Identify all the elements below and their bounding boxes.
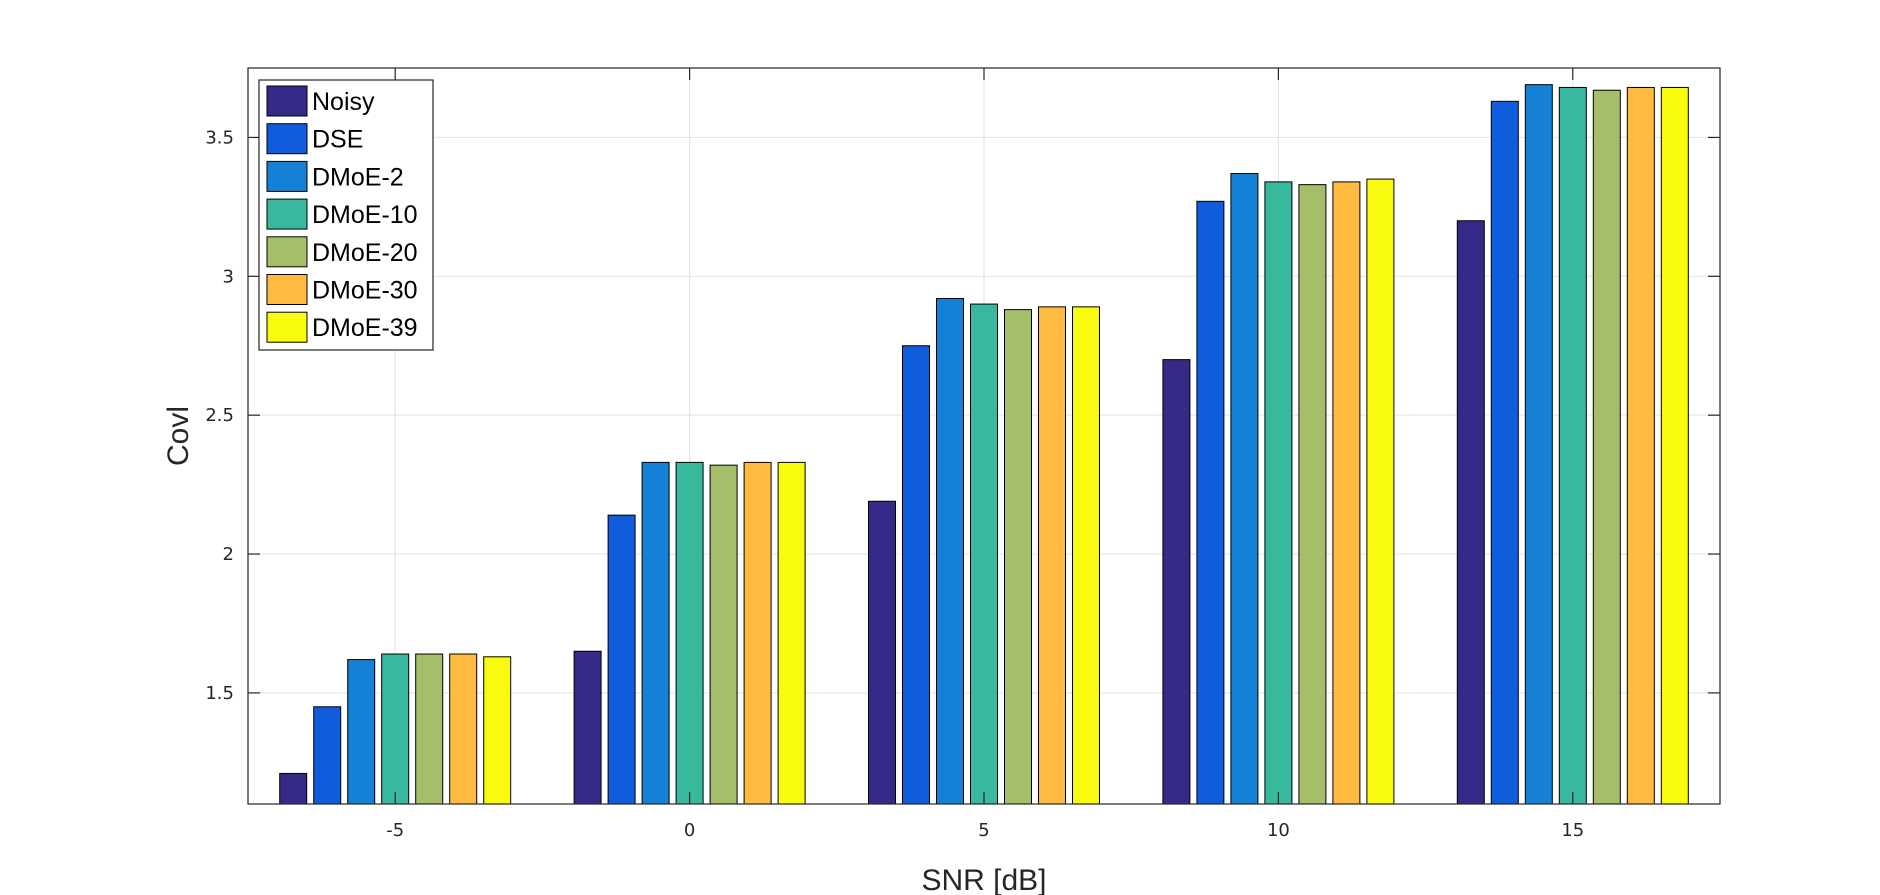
bars [279,84,1689,805]
bar-dmoe-39-1 [777,461,806,805]
bar-dmoe-39-0 [483,656,512,805]
bar-dmoe-30-2 [1038,306,1066,805]
x-tick-label: 0 [684,820,695,841]
bar-dse-4 [1490,100,1519,805]
legend-label-dmoe-30: DMoE-30 [312,277,418,305]
bar-noisy-1 [573,650,602,805]
bar-noisy-2 [868,500,896,805]
bar-dmoe-10-1 [675,461,704,805]
legend-label-dmoe-39: DMoE-39 [312,314,418,342]
bar-dmoe-20-2 [1004,309,1032,805]
bar-dmoe-2-0 [347,659,376,805]
bar-dmoe-2-2 [936,298,964,805]
legend-label-noisy: Noisy [312,88,375,116]
bar-dmoe-39-2 [1072,306,1100,805]
y-tick-label: 3.5 [205,127,234,148]
bar-dmoe-39-4 [1660,86,1689,805]
x-tick-label: 5 [978,820,989,841]
x-tick-labels: -5 0 5 10 15 [386,820,1584,841]
legend-swatch-dmoe-2 [266,160,308,192]
bar-noisy-4 [1456,220,1485,805]
legend-swatch-dmoe-39 [266,311,308,343]
bar-dmoe-10-4 [1558,86,1587,805]
legend: Noisy DSE DMoE-2 DMoE-10 DMoE-20 DMoE-30 DMoE-… [258,79,434,351]
y-tick-label: 2.5 [205,405,234,426]
bar-dmoe-10-3 [1264,181,1293,805]
x-tick-label: 15 [1561,820,1584,841]
bar-dmoe-30-0 [449,653,478,805]
bar-dmoe-30-3 [1332,181,1361,805]
bar-dmoe-2-1 [641,461,670,805]
legend-swatch-dmoe-10 [266,198,308,230]
bar-dse-1 [607,514,636,805]
bar-dmoe-20-1 [709,464,738,805]
y-axis-label: Covl [162,406,195,466]
legend-swatch-dmoe-30 [266,274,308,305]
axis-ticks [248,68,1720,804]
legend-label-dse: DSE [312,126,363,154]
legend-label-dmoe-2: DMoE-2 [312,163,404,191]
bar-noisy-0 [279,772,308,805]
bar-dmoe-20-0 [415,653,444,805]
legend-swatch-dse [266,123,308,155]
bar-dmoe-2-3 [1230,173,1259,805]
y-tick-label: 2 [223,544,234,565]
y-tick-labels: 1.5 2 2.5 3 3.5 [205,127,234,703]
bar-dmoe-20-3 [1298,184,1327,805]
legend-label-dmoe-10: DMoE-10 [312,201,418,229]
legend-label-dmoe-20: DMoE-20 [312,239,418,267]
bar-dse-3 [1196,200,1225,805]
bar-dmoe-10-0 [381,653,410,805]
bar-dse-0 [313,706,342,805]
bar-dmoe-10-2 [970,303,998,805]
bar-dmoe-2-4 [1524,84,1553,805]
bar-dmoe-30-1 [743,461,772,805]
bar-noisy-3 [1162,359,1191,805]
x-axis-label: SNR [dB] [921,864,1046,895]
x-tick-label: 10 [1267,820,1290,841]
x-tick-label: -5 [386,820,404,841]
y-tick-label: 1.5 [205,683,234,704]
bar-dmoe-39-3 [1366,178,1395,805]
bar-dse-2 [902,345,930,805]
y-tick-label: 3 [223,266,234,287]
legend-swatch-dmoe-20 [266,236,308,268]
legend-swatch-noisy [266,85,308,117]
bar-dmoe-30-4 [1626,86,1655,805]
bar-dmoe-20-4 [1592,89,1621,805]
